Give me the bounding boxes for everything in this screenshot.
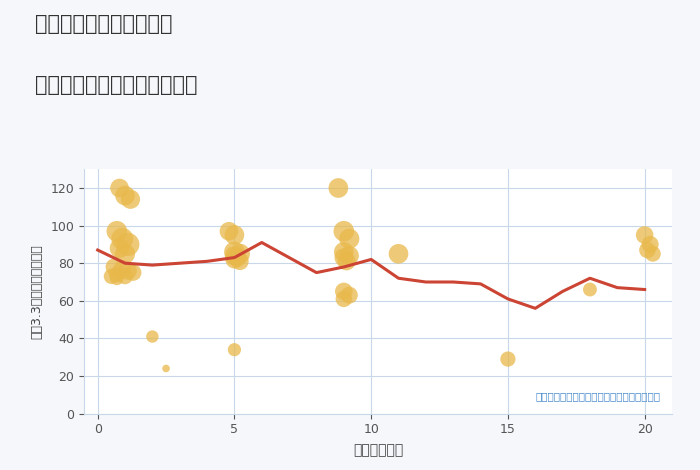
Point (117, 265, 128, 273)
Point (229, 252, 240, 259)
Point (122, 241, 134, 248)
Point (503, 355, 514, 363)
Text: 三重県津市美杉町奥津の: 三重県津市美杉町奥津の (35, 14, 172, 34)
Point (338, 295, 349, 303)
Point (341, 258, 352, 265)
Point (120, 250, 131, 258)
Point (648, 250, 659, 258)
Point (332, 184, 344, 192)
Point (234, 258, 246, 265)
Point (234, 250, 246, 258)
Point (120, 273, 131, 280)
Point (120, 192, 131, 199)
Point (338, 248, 349, 256)
Point (338, 227, 349, 235)
Point (106, 273, 117, 280)
Point (223, 227, 235, 235)
Point (111, 274, 122, 282)
Point (108, 263, 120, 271)
Text: 円の大きさは、取引のあった物件面積を示す: 円の大きさは、取引のあった物件面積を示す (536, 392, 660, 401)
Point (114, 244, 125, 252)
Point (122, 267, 134, 274)
Point (117, 235, 128, 243)
Point (338, 254, 349, 261)
Point (127, 269, 139, 276)
Point (338, 288, 349, 295)
Point (111, 271, 122, 278)
Point (160, 365, 172, 372)
Y-axis label: 坪（3.3㎡）単価（万円）: 坪（3.3㎡）単価（万円） (31, 244, 43, 339)
Point (584, 286, 596, 293)
Point (229, 231, 240, 239)
X-axis label: 駅距離（分）: 駅距離（分） (353, 443, 403, 457)
Point (344, 235, 355, 243)
Point (125, 196, 136, 203)
Point (344, 252, 355, 259)
Point (114, 184, 125, 192)
Point (229, 346, 240, 353)
Point (232, 254, 243, 261)
Point (645, 241, 656, 248)
Point (229, 256, 240, 263)
Point (344, 291, 355, 299)
Point (393, 250, 404, 258)
Point (642, 246, 653, 254)
Point (229, 248, 240, 256)
Point (147, 333, 158, 340)
Text: 駅距離別中古マンション価格: 駅距離別中古マンション価格 (35, 75, 197, 95)
Point (111, 227, 122, 235)
Point (639, 231, 650, 239)
